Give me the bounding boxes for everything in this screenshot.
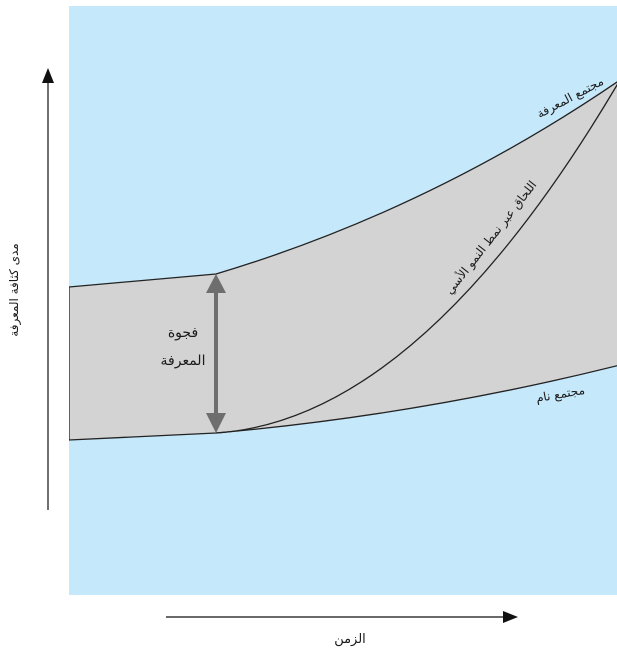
x-axis bbox=[166, 611, 518, 623]
x-axis-arrowhead bbox=[503, 611, 518, 623]
gap-label-line1: فجوة bbox=[168, 325, 198, 341]
y-axis-label: مدى كثافة المعرفة bbox=[7, 243, 22, 336]
x-axis-label: الزمن bbox=[334, 632, 366, 647]
gap-label-line2: المعرفة bbox=[161, 353, 206, 369]
y-axis bbox=[42, 68, 54, 510]
y-axis-arrowhead bbox=[42, 68, 54, 83]
